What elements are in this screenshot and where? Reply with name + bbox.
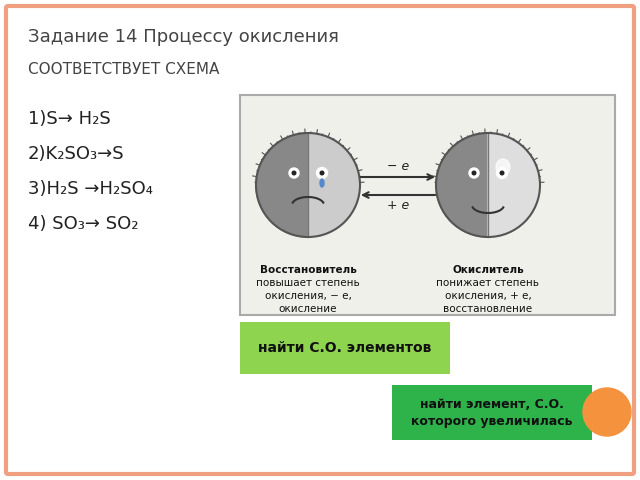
- Circle shape: [583, 388, 631, 436]
- Text: найти С.О. элементов: найти С.О. элементов: [259, 341, 432, 355]
- Circle shape: [500, 171, 504, 175]
- Ellipse shape: [320, 179, 324, 187]
- Text: окисления, + e,: окисления, + e,: [445, 291, 531, 301]
- Circle shape: [436, 133, 540, 237]
- Text: Задание 14 Процессу окисления: Задание 14 Процессу окисления: [28, 28, 339, 46]
- Polygon shape: [436, 133, 488, 237]
- Circle shape: [292, 171, 296, 175]
- Text: − e: − e: [387, 160, 409, 173]
- Circle shape: [497, 168, 508, 179]
- Polygon shape: [256, 133, 308, 237]
- Circle shape: [469, 168, 479, 178]
- Text: 4) SO₃→ SO₂: 4) SO₃→ SO₂: [28, 215, 138, 233]
- Circle shape: [317, 168, 328, 179]
- Text: 3)H₂S →H₂SO₄: 3)H₂S →H₂SO₄: [28, 180, 153, 198]
- Text: 2)K₂SO₃→S: 2)K₂SO₃→S: [28, 145, 125, 163]
- FancyBboxPatch shape: [240, 95, 615, 315]
- Text: повышает степень: повышает степень: [256, 278, 360, 288]
- Ellipse shape: [496, 159, 510, 175]
- Text: 1)S→ H₂S: 1)S→ H₂S: [28, 110, 111, 128]
- Text: + e: + e: [387, 199, 409, 212]
- Circle shape: [289, 168, 299, 178]
- Circle shape: [256, 133, 360, 237]
- Text: СООТВЕТСТВУЕТ СХЕМА: СООТВЕТСТВУЕТ СХЕМА: [28, 62, 220, 77]
- Circle shape: [472, 171, 476, 175]
- Text: окисление: окисление: [279, 304, 337, 314]
- FancyBboxPatch shape: [6, 6, 634, 474]
- Text: восстановление: восстановление: [444, 304, 532, 314]
- Text: найти элемент, С.О.
которого увеличилась: найти элемент, С.О. которого увеличилась: [412, 397, 573, 428]
- Text: понижает степень: понижает степень: [436, 278, 540, 288]
- FancyBboxPatch shape: [240, 322, 450, 374]
- Text: Восстановитель: Восстановитель: [260, 265, 356, 275]
- Text: окисления, − e,: окисления, − e,: [264, 291, 351, 301]
- Text: Окислитель: Окислитель: [452, 265, 524, 275]
- Polygon shape: [488, 133, 540, 237]
- FancyBboxPatch shape: [392, 385, 592, 440]
- Circle shape: [320, 171, 324, 175]
